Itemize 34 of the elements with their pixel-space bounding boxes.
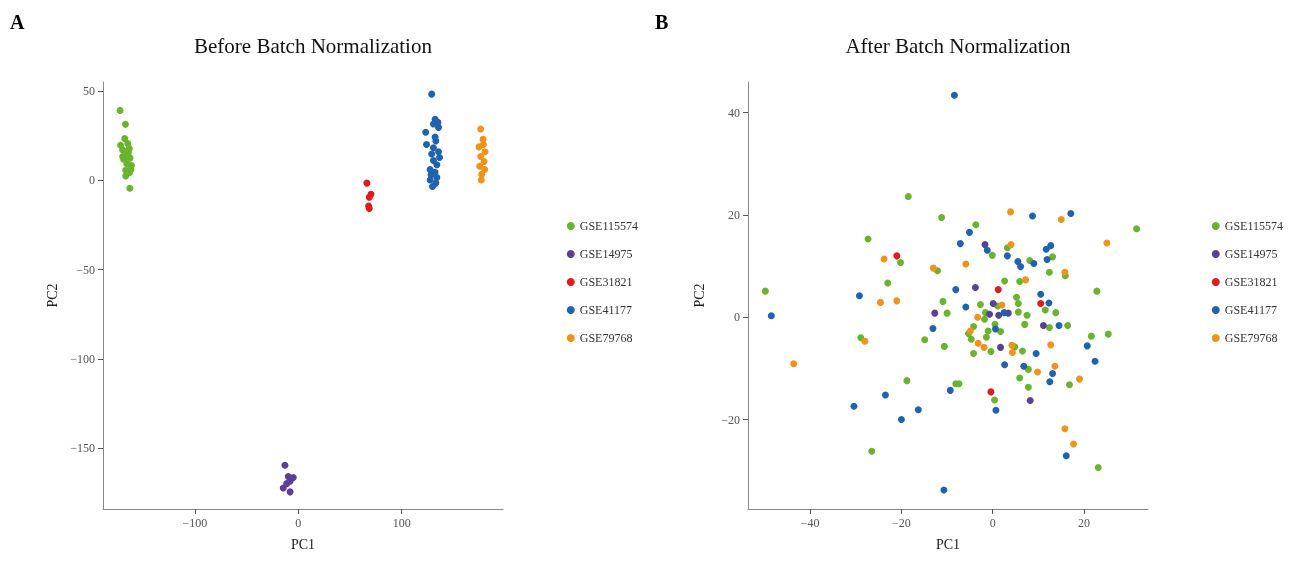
x-tick-label: −40 [800,516,820,530]
y-tick-label: 20 [728,207,740,222]
legend-label: GSE41177 [1224,303,1278,317]
legend-label: GSE41177 [579,303,633,317]
text: A [10,11,25,33]
x-tick-label: 0 [989,516,996,530]
legend-label: GSE79768 [1224,331,1278,345]
chart-title: Before Batch Normalization [194,33,433,58]
x-axis-title: PC1 [935,536,961,552]
text: B [655,11,669,33]
y-tick-label: 40 [728,105,740,120]
y-tick-label: −50 [76,262,95,277]
y-tick-label: 50 [83,83,95,98]
y-tick-label: −100 [70,351,95,366]
x-tick-label: 100 [392,516,411,530]
x-tick-label: −100 [182,516,208,530]
legend-label: GSE115574 [579,219,639,233]
y-axis-title: PC2 [691,283,707,308]
x-tick-label: 0 [295,516,302,530]
legend-label: GSE14975 [1224,247,1278,261]
y-tick-label: 0 [734,310,740,325]
chart-title: After Batch Normalization [845,33,1072,58]
legend-label: GSE79768 [579,331,633,345]
y-tick-label: −20 [721,412,740,427]
legend-label: GSE14975 [579,247,633,261]
y-tick-label: −150 [70,441,95,456]
y-axis-title: PC2 [44,283,60,308]
legend-label: GSE31821 [579,275,633,289]
legend-label: GSE115574 [1224,219,1284,233]
x-tick-label: −20 [892,516,911,530]
x-axis-title: PC1 [290,536,316,552]
x-tick-label: 20 [1078,516,1091,530]
y-tick-label: 0 [89,173,95,188]
legend-label: GSE31821 [1224,275,1278,289]
